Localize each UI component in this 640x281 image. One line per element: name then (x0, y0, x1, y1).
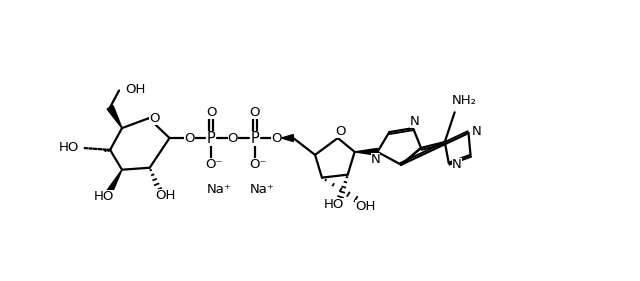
Text: Na⁺: Na⁺ (207, 183, 232, 196)
Text: P: P (207, 131, 216, 146)
Text: O: O (206, 106, 216, 119)
Text: O: O (250, 106, 260, 119)
Text: Na⁺: Na⁺ (250, 183, 275, 196)
Text: HO: HO (324, 198, 344, 211)
Text: HO: HO (94, 190, 115, 203)
Text: P: P (250, 131, 259, 146)
Text: O: O (335, 124, 346, 138)
Text: N: N (472, 124, 481, 138)
Text: OH: OH (156, 189, 176, 202)
Text: O: O (149, 112, 160, 125)
Text: O⁻: O⁻ (205, 158, 223, 171)
Text: N: N (452, 158, 461, 171)
Text: N: N (410, 115, 420, 128)
Text: OH: OH (355, 200, 376, 213)
Polygon shape (106, 170, 122, 194)
Polygon shape (107, 106, 122, 128)
Text: O: O (228, 132, 238, 144)
Text: NH₂: NH₂ (452, 94, 477, 107)
Text: OH: OH (125, 83, 145, 96)
Text: O: O (184, 132, 195, 144)
Text: O: O (271, 132, 282, 144)
Text: O⁻: O⁻ (249, 158, 266, 171)
Polygon shape (282, 135, 293, 142)
Text: N: N (371, 153, 380, 166)
Polygon shape (355, 148, 378, 155)
Text: HO: HO (59, 141, 79, 155)
